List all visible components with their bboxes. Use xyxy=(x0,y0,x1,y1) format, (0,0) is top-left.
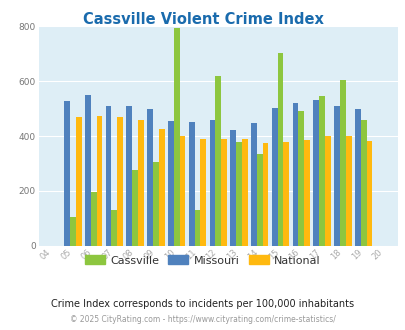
Bar xyxy=(256,154,262,246)
Bar xyxy=(339,81,345,246)
Bar xyxy=(360,120,366,246)
Bar xyxy=(138,120,143,246)
Bar xyxy=(76,117,81,246)
Bar xyxy=(241,139,247,246)
Bar xyxy=(173,28,179,246)
Bar xyxy=(194,210,200,246)
Bar xyxy=(132,170,138,246)
Bar xyxy=(303,140,309,246)
Bar xyxy=(298,112,303,246)
Bar xyxy=(262,143,268,246)
Bar xyxy=(147,109,153,246)
Bar xyxy=(85,95,90,246)
Bar xyxy=(90,192,96,246)
Bar xyxy=(188,122,194,246)
Bar xyxy=(324,136,330,246)
Bar xyxy=(158,129,164,246)
Bar xyxy=(179,136,185,246)
Bar xyxy=(221,139,226,246)
Bar xyxy=(215,76,221,246)
Bar xyxy=(283,142,288,246)
Bar xyxy=(117,117,123,246)
Bar xyxy=(235,142,241,246)
Bar xyxy=(271,108,277,246)
Bar xyxy=(111,210,117,246)
Bar xyxy=(64,101,70,246)
Bar xyxy=(200,139,206,246)
Bar xyxy=(345,136,351,246)
Bar xyxy=(250,123,256,246)
Bar xyxy=(318,96,324,246)
Bar xyxy=(153,162,158,246)
Bar xyxy=(126,106,132,246)
Bar xyxy=(354,109,360,246)
Bar xyxy=(70,217,76,246)
Text: Crime Index corresponds to incidents per 100,000 inhabitants: Crime Index corresponds to incidents per… xyxy=(51,299,354,309)
Bar xyxy=(366,141,371,246)
Bar xyxy=(96,116,102,246)
Legend: Cassville, Missouri, National: Cassville, Missouri, National xyxy=(80,251,325,270)
Text: Cassville Violent Crime Index: Cassville Violent Crime Index xyxy=(82,12,323,26)
Bar xyxy=(105,106,111,246)
Bar xyxy=(333,107,339,246)
Bar xyxy=(230,130,235,246)
Bar xyxy=(209,120,215,246)
Text: © 2025 CityRating.com - https://www.cityrating.com/crime-statistics/: © 2025 CityRating.com - https://www.city… xyxy=(70,315,335,324)
Bar xyxy=(168,121,173,246)
Bar xyxy=(313,100,318,246)
Bar xyxy=(292,103,298,246)
Bar xyxy=(277,53,283,246)
